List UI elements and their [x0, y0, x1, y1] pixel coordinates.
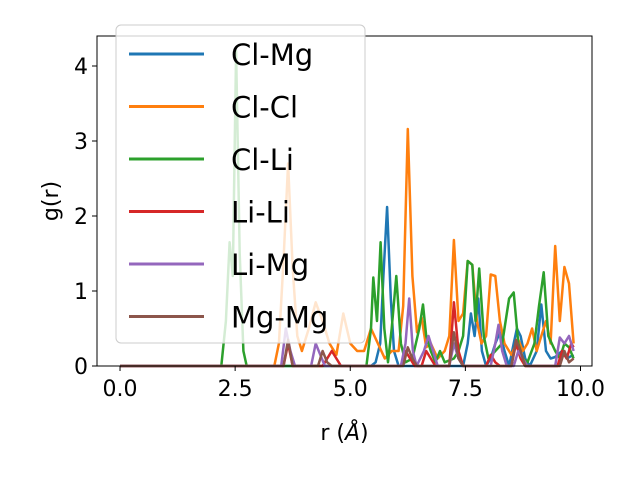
legend-label-cl-li: Cl-Li [231, 143, 294, 177]
legend-label-li-li: Li-Li [231, 196, 290, 230]
legend: Cl-Mg Cl-Cl Cl-Li Li-Li Li-Mg Mg-Mg [115, 24, 366, 344]
y-tick-label: 0 [74, 355, 88, 380]
x-axis-label-close: ) [360, 421, 369, 446]
x-tick-label: 7.5 [448, 377, 483, 402]
x-tick-label: 2.5 [218, 377, 253, 402]
y-axis-label: g(r) [39, 181, 64, 221]
x-axis-label-text: r ( [320, 421, 345, 446]
x-tick-label: 5.0 [333, 377, 368, 402]
y-axis: 0 1 2 3 4 [74, 55, 97, 380]
legend-label-cl-cl: Cl-Cl [231, 91, 298, 125]
x-axis-label: r (Å) [320, 419, 368, 446]
y-tick-label: 2 [74, 205, 88, 230]
y-tick-label: 4 [74, 55, 88, 80]
legend-label-mg-mg: Mg-Mg [231, 301, 328, 335]
x-axis: 0.0 2.5 5.0 7.5 10.0 [103, 366, 605, 402]
y-tick-label: 1 [74, 280, 88, 305]
legend-box [115, 24, 366, 344]
legend-label-cl-mg: Cl-Mg [231, 38, 313, 72]
x-axis-label-unit: Å [343, 419, 360, 446]
x-tick-label: 10.0 [556, 377, 605, 402]
legend-label-li-mg: Li-Mg [231, 248, 309, 282]
y-tick-label: 3 [74, 130, 88, 155]
x-tick-label: 0.0 [103, 377, 138, 402]
